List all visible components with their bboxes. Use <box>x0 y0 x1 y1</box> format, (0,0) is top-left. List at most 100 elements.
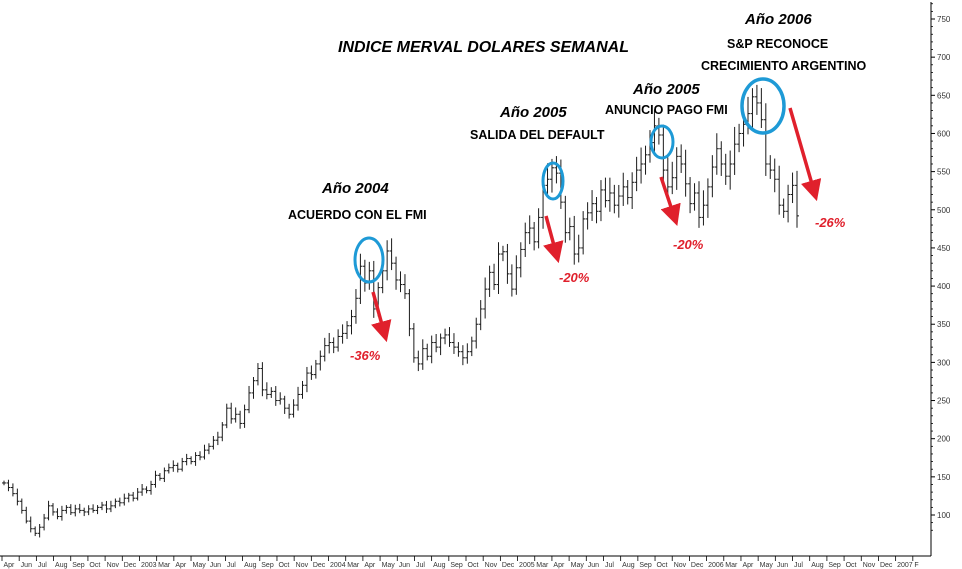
ohlc-bar <box>625 179 630 205</box>
ohlc-bar <box>795 170 799 228</box>
x-tick-label: Jul <box>38 562 47 569</box>
ohlc-bar <box>91 504 96 513</box>
x-tick-label: Apr <box>553 562 565 569</box>
x-tick-label: Mar <box>347 562 360 569</box>
ohlc-bar <box>264 382 269 400</box>
ohlc-bar <box>750 88 755 130</box>
ohlc-bar <box>665 157 670 197</box>
ohlc-bar <box>131 491 136 502</box>
ohlc-bar <box>523 222 528 257</box>
ohlc-bar <box>416 350 421 372</box>
drop-percentage: -26% <box>815 215 846 230</box>
ohlc-bar <box>166 463 171 474</box>
ohlc-bar <box>447 327 452 347</box>
ohlc-bar <box>100 501 105 511</box>
x-tick-label: Nov <box>674 562 687 569</box>
x-tick-label: Apr <box>742 562 754 569</box>
ohlc-bar <box>73 504 78 517</box>
ohlc-bar <box>77 503 82 514</box>
ohlc-bar <box>590 190 595 221</box>
ohlc-bar <box>661 124 666 184</box>
ohlc-bar <box>251 377 256 399</box>
x-tick-label: Aug <box>244 562 257 569</box>
ohlc-bar <box>576 234 581 263</box>
x-tick-label: May <box>193 562 207 569</box>
x-tick-label: Oct <box>468 562 479 569</box>
y-tick-label: 350 <box>937 320 951 329</box>
ohlc-bar <box>157 473 162 481</box>
y-tick-label: 200 <box>937 435 951 444</box>
x-tick-label: Aug <box>433 562 446 569</box>
ohlc-bar <box>104 500 109 514</box>
x-tick-label: Apr <box>4 562 16 569</box>
ohlc-bar <box>233 407 238 423</box>
ohlc-bar <box>171 460 176 472</box>
ohlc-bar <box>723 153 728 185</box>
y-tick-label: 500 <box>937 206 951 215</box>
x-tick-label: 2004 <box>330 562 346 569</box>
drop-arrow <box>543 215 564 264</box>
y-tick-label: 250 <box>937 397 951 406</box>
ohlc-bar <box>505 243 510 284</box>
x-tick-label: Jul <box>605 562 614 569</box>
event-2006-sp-recognition: Año 2006 S&P RECONOCE CRECIMIENTO ARGENT… <box>701 11 867 230</box>
x-tick-label: Nov <box>485 562 498 569</box>
highlight-circle <box>740 77 786 135</box>
ohlc-bar <box>117 497 122 507</box>
ohlc-bar <box>300 380 305 399</box>
ohlc-bar <box>296 386 301 411</box>
ohlc-bar <box>51 503 56 516</box>
ohlc-bar <box>113 498 118 509</box>
y-tick-label: 600 <box>937 129 951 138</box>
ohlc-bar <box>304 366 309 393</box>
ohlc-bar <box>679 144 684 173</box>
highlight-circle <box>353 236 385 284</box>
x-tick-label: Nov <box>107 562 120 569</box>
ohlc-bar <box>536 208 541 249</box>
ohlc-bar <box>781 198 786 218</box>
x-tick-label: 2005 <box>519 562 535 569</box>
ohlc-bar <box>692 183 697 211</box>
ohlc-bar <box>353 289 358 324</box>
x-tick-label: Dec <box>124 562 137 569</box>
ohlc-bar <box>189 456 194 465</box>
x-tick-label: Nov <box>863 562 876 569</box>
ohlc-bar <box>728 150 733 190</box>
ohlc-bar <box>483 277 488 319</box>
ohlc-bar <box>336 329 341 352</box>
ohlc-bar <box>162 467 167 483</box>
ohlc-bar <box>612 184 617 214</box>
y-tick-label: 650 <box>937 91 951 100</box>
y-tick-label: 750 <box>937 15 951 24</box>
x-tick-label: Oct <box>846 562 857 569</box>
x-tick-label: Jun <box>21 562 32 569</box>
ohlc-bar <box>86 505 91 516</box>
ohlc-bar <box>572 215 577 265</box>
y-tick-label: 300 <box>937 358 951 367</box>
ohlc-bar <box>46 500 51 521</box>
ohlc-bar <box>759 88 764 128</box>
event-2005-default-exit: Año 2005 SALIDA DEL DEFAULT -20% <box>470 104 605 285</box>
x-tick-label: Dec <box>313 562 326 569</box>
ohlc-bar <box>496 242 501 294</box>
x-tick-label: Mar <box>158 562 171 569</box>
ohlc-bar <box>696 181 701 228</box>
ohlc-bar <box>10 483 15 497</box>
ohlc-bar <box>656 117 661 145</box>
ohlc-bar <box>37 524 42 538</box>
ohlc-bar <box>639 147 644 184</box>
ohlc-bar <box>135 487 140 501</box>
ohlc-bar <box>710 155 715 198</box>
x-tick-label: Dec <box>502 562 515 569</box>
ohlc-bar <box>68 504 73 515</box>
ohlc-bar <box>434 333 439 353</box>
ohlc-bar <box>456 342 461 357</box>
ohlc-bar <box>732 126 737 175</box>
ohlc-bar <box>768 155 773 179</box>
y-tick-label: 450 <box>937 244 951 253</box>
ohlc-bar <box>291 399 296 418</box>
ohlc-bar <box>19 498 24 514</box>
ohlc-bars <box>2 84 799 538</box>
ohlc-bar <box>385 240 390 281</box>
